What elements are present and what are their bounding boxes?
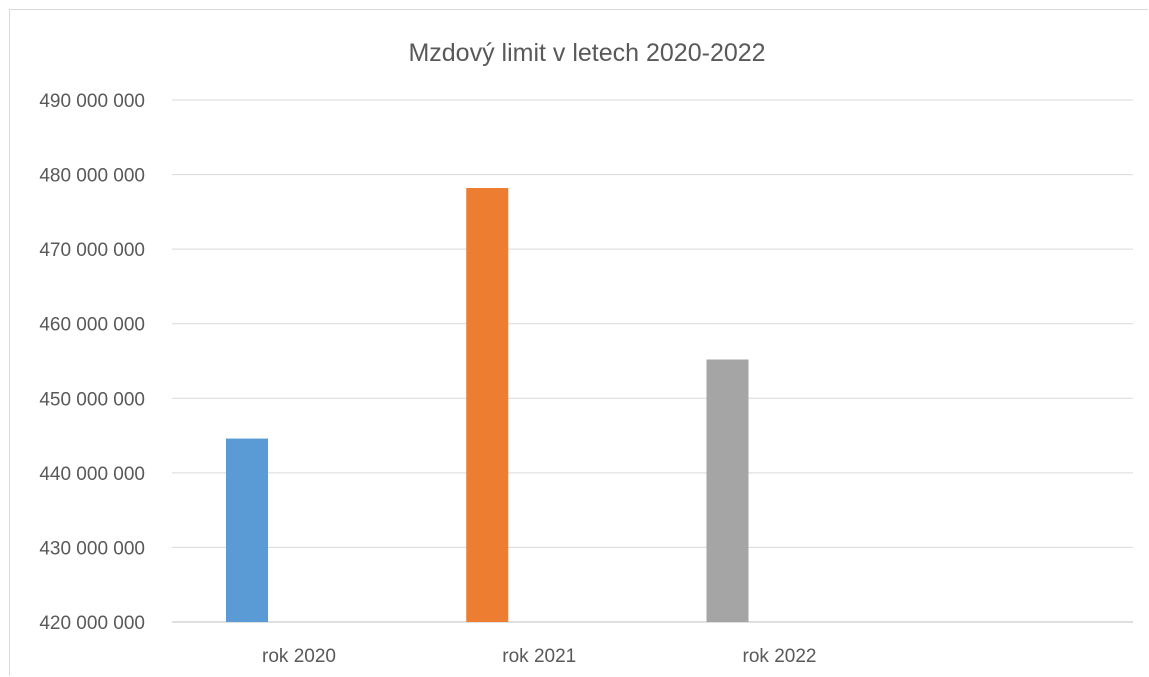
y-tick-label: 450 000 000: [39, 389, 145, 410]
bar-rok-2022: [706, 359, 749, 622]
x-tick-label: rok 2021: [502, 646, 576, 667]
x-tick-label: rok 2020: [262, 646, 336, 667]
x-tick-label: rok 2022: [743, 646, 817, 667]
chart-title: Mzdový limit v letech 2020-2022: [408, 39, 765, 67]
y-tick-label: 490 000 000: [39, 91, 145, 112]
y-tick-label: 440 000 000: [39, 464, 145, 485]
chart-frame: Mzdový limit v letech 2020-2022 420 000 …: [9, 9, 1148, 676]
y-tick-label: 460 000 000: [39, 315, 145, 336]
x-axis-tick-labels: rok 2020 rok 2021 rok 2022: [262, 646, 816, 667]
y-tick-label: 480 000 000: [39, 166, 145, 187]
bar-rok-2021: [466, 187, 509, 622]
bars: [226, 187, 749, 622]
y-tick-label: 470 000 000: [39, 240, 145, 261]
y-axis-tick-labels: 420 000 000 430 000 000 440 000 000 450 000…: [39, 91, 145, 634]
y-tick-label: 430 000 000: [39, 538, 145, 559]
y-tick-label: 420 000 000: [39, 613, 145, 634]
bar-rok-2020: [226, 438, 268, 622]
bar-chart: Mzdový limit v letech 2020-2022 420 000 …: [39, 39, 1133, 667]
gridlines: [172, 99, 1133, 623]
